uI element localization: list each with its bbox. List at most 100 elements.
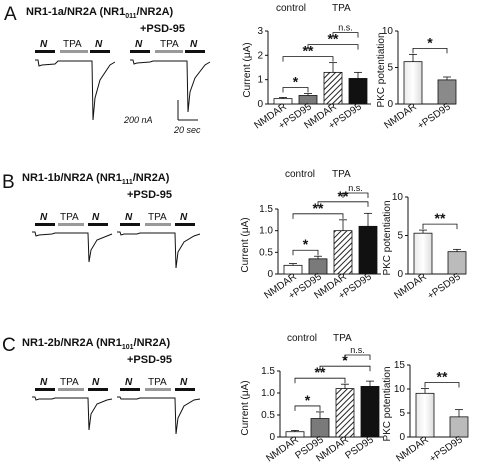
trace-label-n: N bbox=[180, 212, 188, 223]
y-tick-label: 1.0 bbox=[259, 226, 273, 237]
significance-bracket bbox=[344, 354, 371, 360]
traces: N TPA N N TPA N bbox=[32, 212, 201, 269]
panel-title: NR1-2b/NR2A (NR1101/NR2A) bbox=[22, 337, 171, 351]
bar bbox=[335, 388, 355, 438]
y-tick-label: 10 bbox=[392, 192, 404, 203]
group-label-tpa: TPA bbox=[332, 3, 351, 14]
group-label-control: control bbox=[285, 169, 315, 180]
significance-bracket bbox=[422, 223, 458, 230]
y-tick-label: 10 bbox=[394, 384, 406, 395]
y-tick-label: 10 bbox=[382, 26, 394, 37]
significance-label: n.s. bbox=[350, 345, 365, 355]
significance-bracket bbox=[292, 213, 344, 219]
group-label-control: control bbox=[287, 333, 317, 344]
y-tick-label: 0 bbox=[267, 269, 273, 280]
bar bbox=[447, 251, 467, 275]
significance-label: * bbox=[305, 392, 311, 408]
y-tick-label: 5 bbox=[397, 231, 403, 242]
y-tick-label: 1.5 bbox=[261, 366, 275, 377]
significance-label: ** bbox=[435, 210, 446, 226]
y-tick-label: 0 bbox=[257, 99, 263, 110]
y-tick-label: 0.5 bbox=[259, 247, 273, 258]
significance-label: n.s. bbox=[338, 23, 353, 33]
significance-bracket bbox=[282, 87, 309, 93]
trace-label-tpa: TPA bbox=[63, 39, 82, 50]
category-label: PSD95 bbox=[343, 434, 376, 461]
traces: N TPA N N TPA N 200 nA 20 sec bbox=[35, 39, 211, 135]
significance-label: * bbox=[342, 352, 348, 368]
y-tick-label: 5 bbox=[399, 408, 405, 419]
y-tick-label: 0 bbox=[387, 99, 393, 110]
bar bbox=[403, 61, 423, 105]
y-tick-label: 15 bbox=[394, 360, 406, 371]
bar bbox=[348, 78, 368, 105]
bar bbox=[358, 225, 378, 275]
trace-label-n: N bbox=[92, 377, 100, 388]
y-axis-label: PKC potentiation bbox=[382, 366, 393, 441]
trace-label-tpa: TPA bbox=[148, 212, 167, 223]
bar bbox=[437, 79, 457, 105]
trace-label-tpa: TPA bbox=[148, 377, 167, 388]
bar bbox=[415, 392, 435, 438]
y-tick-label: 0 bbox=[269, 432, 275, 443]
trace-label-n: N bbox=[125, 212, 133, 223]
y-tick-label: 2 bbox=[257, 50, 263, 61]
panel-letter: C bbox=[2, 335, 16, 356]
y-axis-label: Current (μA) bbox=[242, 42, 253, 97]
scale-current-label: 200 nA bbox=[123, 115, 153, 125]
group-label-tpa: TPA bbox=[333, 333, 352, 344]
y-tick-label: 1 bbox=[257, 75, 263, 86]
significance-bracket bbox=[292, 249, 319, 256]
panel-a: A NR1-1a/NR2A (NR1011/NR2A) +PSD-95 N TP… bbox=[4, 3, 457, 135]
significance-bracket bbox=[317, 201, 369, 207]
trace-label-n: N bbox=[135, 39, 143, 50]
significance-bracket bbox=[424, 382, 460, 388]
group-label-tpa: TPA bbox=[332, 169, 351, 180]
scale-time-label: 20 sec bbox=[173, 125, 201, 135]
trace-label-n: N bbox=[95, 39, 103, 50]
significance-label: * bbox=[303, 236, 309, 252]
trace-label-n: N bbox=[125, 377, 133, 388]
y-axis-label: PKC potentiation bbox=[376, 32, 387, 107]
bar bbox=[310, 418, 330, 438]
psd-label: +PSD-95 bbox=[127, 189, 172, 201]
panel-title: NR1-1b/NR2A (NR1111/NR2A) bbox=[22, 172, 170, 186]
significance-label: n.s. bbox=[348, 183, 363, 193]
y-tick-label: 0 bbox=[397, 269, 403, 280]
significance-bracket bbox=[294, 405, 321, 411]
psd-label: +PSD-95 bbox=[140, 23, 185, 35]
category-label: +PSD95 bbox=[426, 271, 463, 302]
trace-label-tpa: TPA bbox=[60, 377, 79, 388]
bar bbox=[323, 71, 343, 105]
y-axis-label: PKC potentiation bbox=[382, 200, 393, 275]
panel-letter: B bbox=[2, 172, 15, 193]
bar bbox=[413, 232, 433, 275]
significance-label: ** bbox=[437, 369, 448, 385]
significance-bracket bbox=[294, 377, 346, 384]
significance-bracket bbox=[342, 192, 369, 198]
trace-label-n: N bbox=[40, 212, 48, 223]
y-axis-label: Current (μA) bbox=[240, 380, 251, 435]
significance-label: * bbox=[427, 34, 433, 50]
y-axis-label: Current (μA) bbox=[240, 217, 251, 272]
trace-label-n: N bbox=[40, 39, 48, 50]
y-tick-label: 0.5 bbox=[261, 410, 275, 421]
significance-label: ** bbox=[315, 364, 326, 380]
bar bbox=[449, 416, 469, 438]
panel-letter: A bbox=[4, 4, 17, 25]
significance-bracket bbox=[307, 44, 359, 50]
significance-bracket bbox=[282, 56, 334, 62]
significance-label: ** bbox=[303, 43, 314, 59]
trace-label-n: N bbox=[180, 377, 188, 388]
y-tick-label: 1.5 bbox=[259, 204, 273, 215]
y-tick-label: 1.0 bbox=[261, 388, 275, 399]
psd-label: +PSD-95 bbox=[127, 354, 172, 366]
bar bbox=[308, 258, 328, 275]
group-label-control: control bbox=[276, 3, 306, 14]
